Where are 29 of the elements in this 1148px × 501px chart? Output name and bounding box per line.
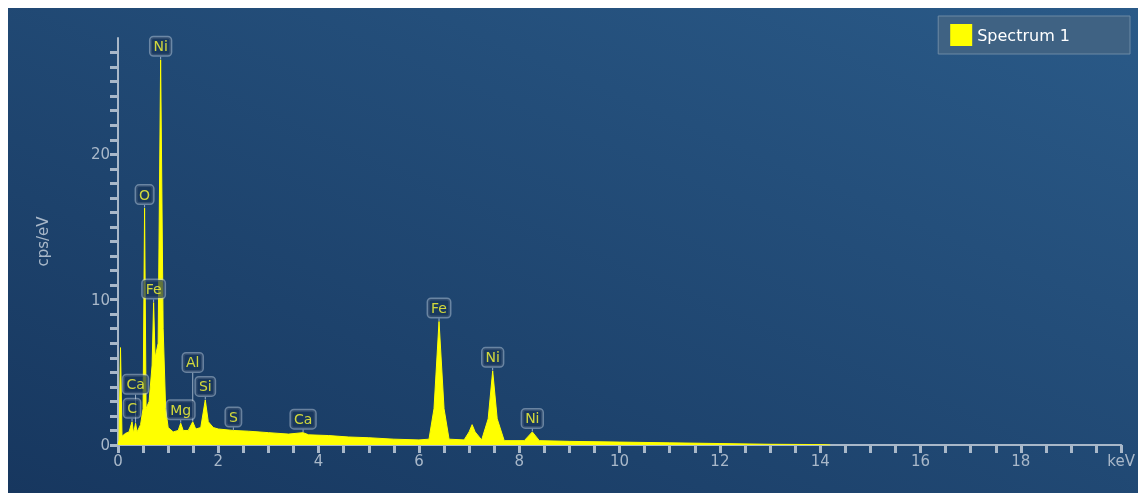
y-tick-label: 0 bbox=[100, 436, 110, 454]
x-tick-label: 18 bbox=[1011, 451, 1031, 470]
annotation: Ni bbox=[153, 38, 168, 55]
annotation: Al bbox=[186, 354, 200, 371]
x-tick-label: 16 bbox=[911, 451, 931, 470]
annotation: C bbox=[127, 400, 138, 417]
x-tick-label: 8 bbox=[514, 451, 525, 470]
x-tick-label: 12 bbox=[710, 451, 730, 470]
annotation: S bbox=[228, 408, 238, 425]
annotation: Ca bbox=[126, 376, 145, 393]
annotation: Ca bbox=[293, 411, 313, 428]
annotation: Fe bbox=[431, 299, 447, 316]
y-tick-label: 20 bbox=[90, 145, 110, 164]
annotation: Ni bbox=[525, 410, 540, 427]
y-tick-label: 10 bbox=[90, 290, 110, 309]
legend-label: Spectrum 1 bbox=[977, 25, 1070, 45]
annotation: Fe bbox=[145, 281, 162, 298]
annotation: Si bbox=[198, 378, 212, 395]
annotation: O bbox=[139, 186, 151, 203]
y-axis-title: cps/eV bbox=[33, 215, 52, 267]
annotation: Ni bbox=[485, 349, 500, 366]
x-tick-label: 0 bbox=[113, 451, 123, 470]
x-tick-label: 10 bbox=[610, 451, 630, 470]
x-tick-label: 4 bbox=[313, 451, 324, 470]
x-tick-label: 6 bbox=[414, 451, 424, 470]
annotation: Mg bbox=[170, 401, 192, 418]
x-tick-label: 2 bbox=[213, 451, 224, 470]
x-tick-label: keV bbox=[1107, 451, 1136, 470]
x-tick-label: 14 bbox=[810, 451, 830, 470]
